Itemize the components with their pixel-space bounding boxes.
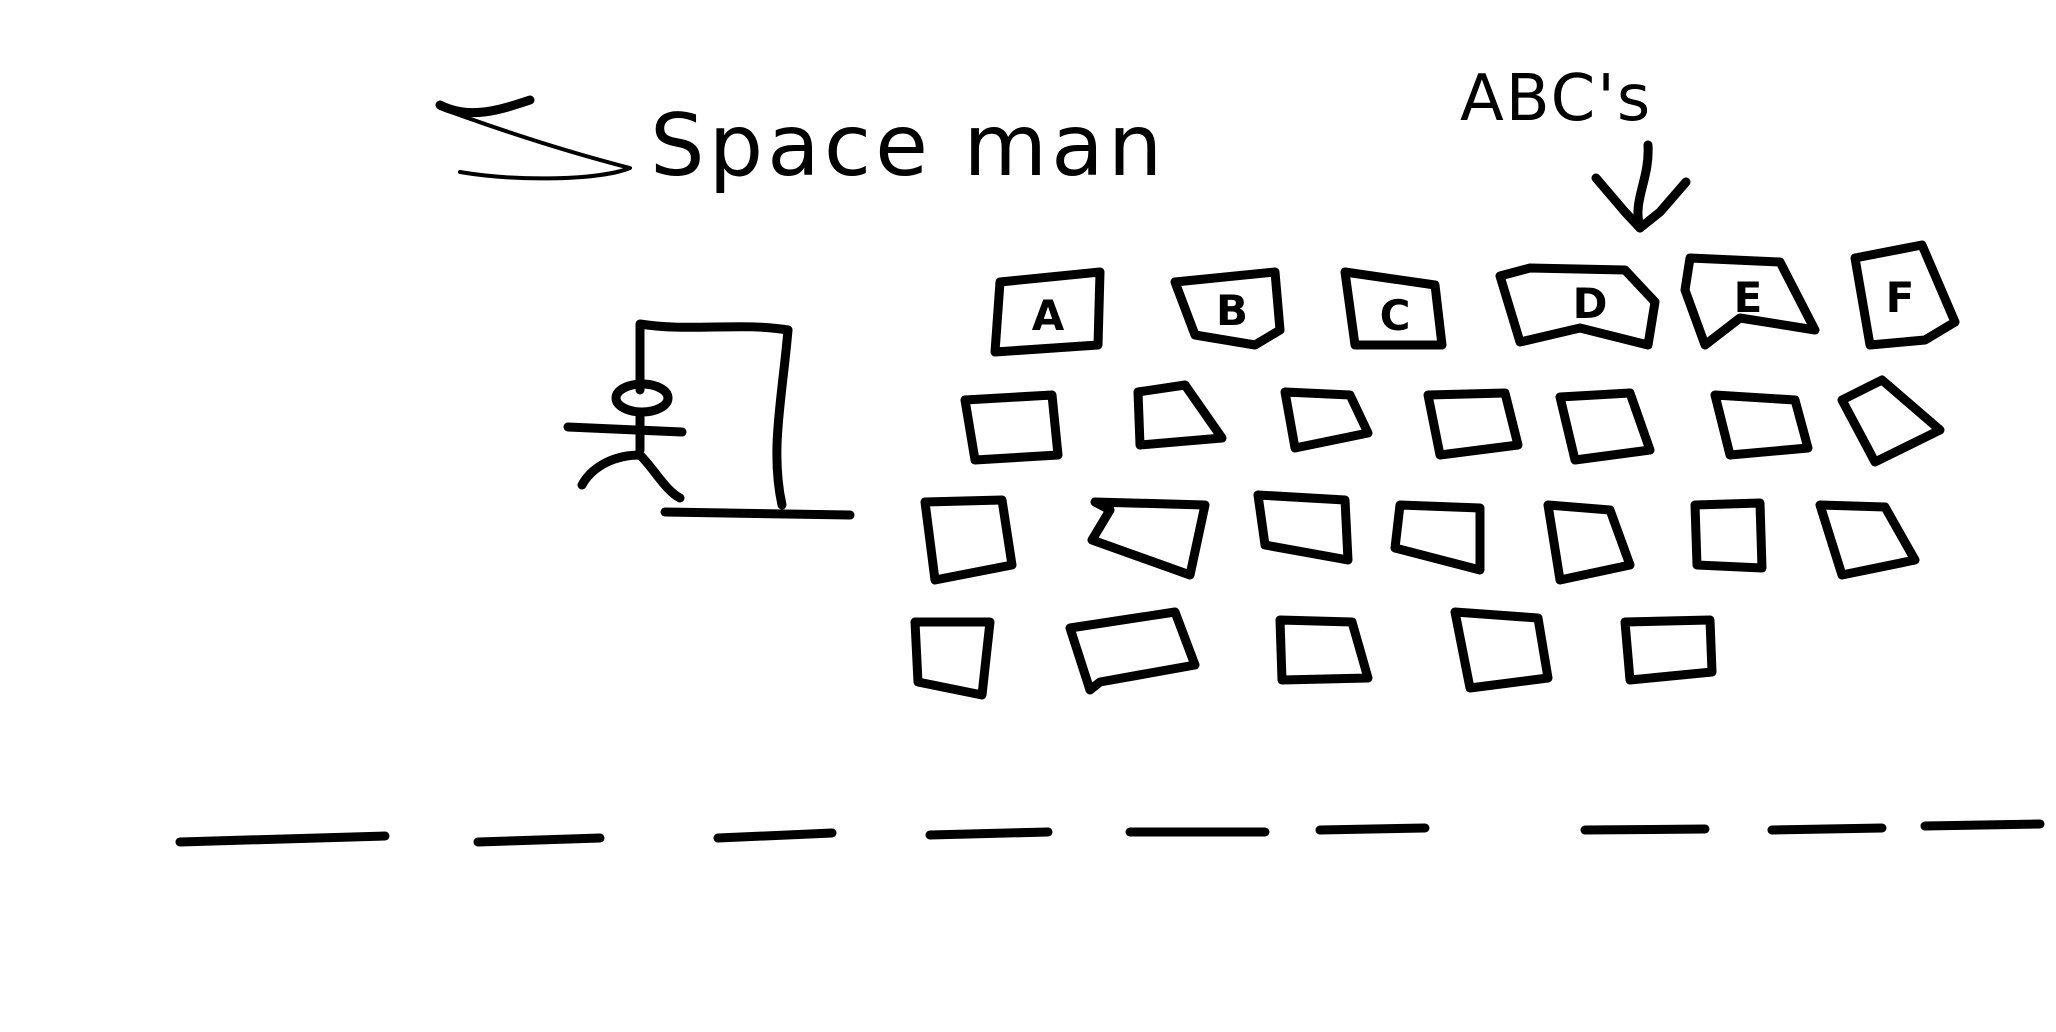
word-blank — [713, 828, 837, 843]
letter-key-label: B — [1216, 286, 1248, 335]
letter-key[interactable]: C — [1340, 267, 1447, 350]
letter-key[interactable] — [1065, 607, 1200, 695]
down-arrow-shaft-icon — [1633, 140, 1653, 233]
word-blank — [1920, 819, 2045, 831]
letter-key[interactable] — [920, 495, 1017, 585]
gallows-beam — [635, 319, 793, 395]
letter-key[interactable] — [1275, 615, 1373, 685]
left-arrow-icon — [438, 106, 632, 181]
letter-key[interactable]: F — [1850, 240, 1960, 350]
letter-key-label: D — [1573, 279, 1608, 328]
letter-key-label: F — [1886, 273, 1915, 322]
gallows — [563, 319, 855, 520]
letter-key[interactable]: B — [1170, 267, 1285, 350]
word-blank — [473, 833, 605, 847]
letter-key[interactable] — [1555, 388, 1655, 465]
gallows-base — [660, 507, 855, 520]
letter-key[interactable]: A — [990, 267, 1105, 357]
letter-row-1: A B C D E F — [990, 240, 1960, 357]
letter-key[interactable] — [1133, 380, 1227, 450]
spaceman-head — [611, 379, 673, 417]
letter-key[interactable] — [1253, 490, 1353, 565]
letter-key[interactable] — [1837, 375, 1945, 467]
letter-key[interactable] — [1690, 498, 1767, 573]
word-blank — [925, 827, 1053, 840]
letter-row-3 — [920, 490, 1920, 585]
letter-key-label: C — [1380, 291, 1411, 340]
word-blanks — [175, 819, 2045, 847]
letter-key-label: A — [1032, 291, 1065, 340]
letter-key[interactable] — [1423, 388, 1523, 460]
abc-label: ABC's — [1460, 62, 1652, 136]
title-group: Space man — [435, 95, 1166, 196]
page-title: Space man — [650, 96, 1166, 196]
letter-key[interactable] — [1087, 497, 1210, 580]
gallows-post — [772, 325, 793, 510]
spaceman-legs — [577, 450, 685, 503]
letter-row-2 — [960, 375, 1945, 467]
arrow-head-icon — [435, 95, 535, 118]
letter-key[interactable] — [1390, 500, 1485, 575]
letter-key[interactable]: D — [1495, 263, 1660, 350]
letter-key[interactable] — [910, 617, 995, 700]
abc-label-group: ABC's — [1460, 62, 1691, 233]
letter-key[interactable]: E — [1680, 253, 1820, 350]
spaceman-arms — [563, 422, 687, 437]
letter-key[interactable] — [1543, 500, 1635, 585]
letter-key[interactable] — [1620, 615, 1717, 685]
letter-row-4 — [910, 607, 1717, 700]
word-blank — [1580, 824, 1710, 835]
down-arrow-head-icon — [1591, 173, 1691, 233]
word-blank — [1767, 823, 1887, 835]
letter-key[interactable] — [1280, 387, 1373, 453]
letter-key[interactable] — [1710, 390, 1813, 460]
letter-key[interactable] — [1450, 607, 1553, 693]
letter-key[interactable] — [960, 390, 1063, 465]
word-blank — [1315, 823, 1430, 835]
letter-key-label: E — [1734, 273, 1763, 322]
letter-key[interactable] — [1815, 500, 1920, 580]
word-blank — [175, 831, 390, 847]
